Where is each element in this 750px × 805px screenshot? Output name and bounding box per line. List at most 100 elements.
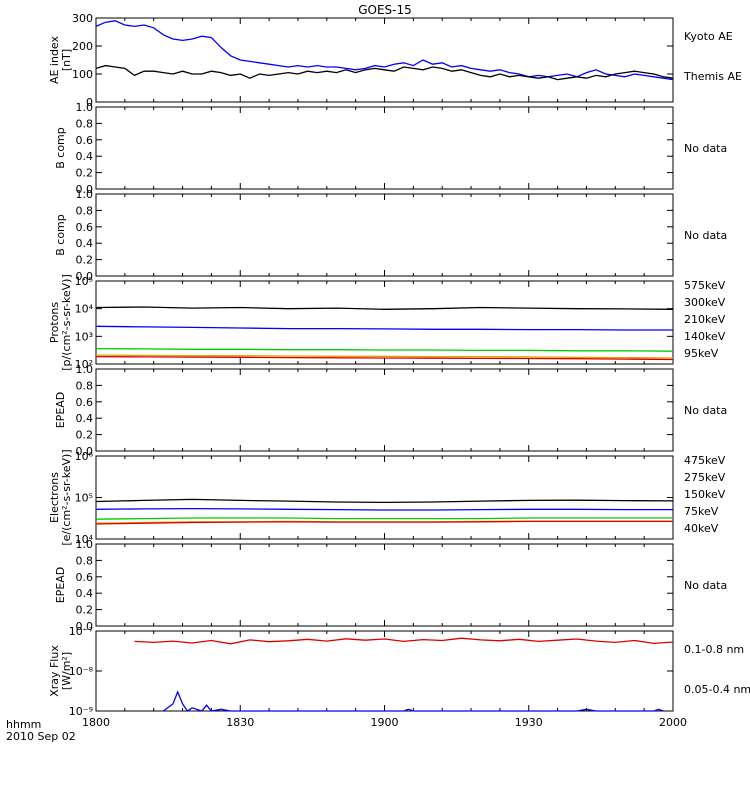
panel-frame	[95, 630, 674, 712]
y-tick-label: 1.0	[76, 538, 94, 551]
y-axis-label: EPEAD	[54, 567, 67, 604]
y-tick-label: 0	[86, 96, 93, 109]
x-tick-label: 1800	[82, 716, 110, 729]
panel-frame	[95, 193, 674, 277]
y-tick-label: 300	[72, 12, 93, 25]
y-tick-label: 0.0	[76, 183, 94, 196]
series-line-protons-3	[95, 354, 674, 359]
panel-frame	[95, 106, 674, 190]
y-tick-label: 0.6	[76, 134, 94, 147]
panel-protons: 10² 10³ 10⁴ 10⁵ Protons [p/(cm²-s-sr-keV)] 575…	[48, 274, 726, 371]
legend-entry: 275keV	[684, 471, 726, 484]
panel-frame	[95, 280, 674, 365]
y-axis-label: [p/(cm²-s-sr-keV)]	[60, 274, 73, 371]
legend-entry: 40keV	[684, 522, 719, 535]
y-tick-label: 10⁴	[75, 303, 94, 316]
y-tick-label: 10⁵	[75, 492, 93, 505]
panel-frame	[95, 455, 674, 540]
legend-entry: 300keV	[684, 296, 726, 309]
series-line-protons-0	[95, 306, 674, 310]
y-tick-label: 0.2	[76, 254, 94, 267]
y-axis-label: B comp	[54, 127, 67, 169]
y-tick-label: 0.4	[76, 412, 94, 425]
y-axis-label: AE index	[48, 35, 61, 84]
series-line-electrons-0	[95, 498, 674, 504]
x-tick-label: 1930	[515, 716, 543, 729]
y-tick-label: 0.6	[76, 221, 94, 234]
series-line-protons-4	[95, 355, 674, 361]
y-tick-label: 1.0	[76, 363, 94, 376]
y-axis-label: Electrons	[48, 472, 61, 523]
y-tick-label: 0.0	[76, 270, 94, 283]
no-data-label: No data	[684, 404, 727, 417]
time-axis: 1800 1830 1900 1930 2000	[82, 716, 687, 729]
legend-entry: 575keV	[684, 279, 726, 292]
time-axis-label-date: 2010 Sep 02	[6, 730, 76, 743]
no-data-label: No data	[684, 142, 727, 155]
series-line-xray-0	[134, 637, 674, 645]
y-tick-label: 10⁻⁸	[69, 665, 94, 678]
y-tick-label: 0.0	[76, 620, 94, 633]
legend-entry: Themis AE	[683, 70, 742, 83]
legend-entry: 0.1-0.8 nm	[684, 643, 744, 656]
panel-bcomp1: 0.0 0.2 0.4 0.6 0.8 1.0 B comp No data	[54, 101, 727, 196]
y-axis-label: Protons	[48, 302, 61, 343]
y-tick-label: 10⁴	[75, 533, 94, 546]
y-tick-label: 0.4	[76, 237, 94, 250]
series-line-electrons-2	[95, 517, 673, 520]
series-line-protons-1	[95, 325, 673, 331]
legend-entry: 140keV	[684, 330, 726, 343]
y-tick-label: 0.6	[76, 571, 94, 584]
series-line-electrons-1	[95, 507, 673, 511]
y-tick-label: 10⁻⁷	[69, 625, 93, 638]
y-axis-label: [e/(cm²-s-sr-keV)]	[60, 449, 73, 545]
series-line-protons-2	[95, 347, 674, 352]
y-tick-label: 0.8	[76, 204, 94, 217]
y-tick-label: 0.2	[76, 167, 94, 180]
y-tick-label: 0.6	[76, 396, 94, 409]
y-tick-label: 0.4	[76, 150, 94, 163]
y-axis-label: Xray Flux	[48, 645, 61, 697]
y-tick-label: 10⁻⁹	[69, 705, 93, 718]
y-axis-label: [W/m²]	[60, 652, 73, 690]
panel-ae: 0 100 200 300 AE index [nT] Kyoto AE Themis AE	[48, 12, 742, 109]
series-line-electrons-4	[95, 520, 673, 525]
legend-entry: 150keV	[684, 488, 726, 501]
panel-frame	[95, 17, 674, 103]
y-tick-label: 0.2	[76, 429, 94, 442]
y-tick-label: 10³	[75, 330, 93, 343]
y-tick-label: 0.8	[76, 379, 94, 392]
time-axis-label-hhmm: hhmm	[6, 718, 41, 731]
legend-entry: 210keV	[684, 313, 726, 326]
y-tick-label: 0.8	[76, 117, 94, 130]
legend-entry: 0.05-0.4 nm	[684, 683, 750, 696]
y-tick-label: 10⁵	[75, 275, 93, 288]
x-tick-label: 1900	[371, 716, 399, 729]
series-line-xray-1	[162, 690, 664, 712]
y-tick-label: 0.0	[76, 445, 94, 458]
x-tick-label: 2000	[659, 716, 687, 729]
panel-xray: 10⁻⁹ 10⁻⁸ 10⁻⁷ Xray Flux [W/m²] 0.1-0.8 nm 0.0…	[48, 625, 750, 718]
y-tick-label: 1.0	[76, 188, 94, 201]
panel-bcomp2: 0.0 0.2 0.4 0.6 0.8 1.0 B comp No data	[54, 188, 727, 283]
y-tick-label: 0.8	[76, 554, 94, 567]
y-tick-label: 10²	[75, 358, 93, 371]
legend-entry: 95keV	[684, 347, 719, 360]
y-tick-label: 0.4	[76, 587, 94, 600]
y-axis-label: EPEAD	[54, 392, 67, 429]
plot-title: GOES-15	[358, 3, 412, 17]
y-tick-label: 200	[72, 40, 93, 53]
y-axis-label: B comp	[54, 214, 67, 256]
panel-electrons: 10⁴ 10⁵ 10⁶ Electrons [e/(cm²-s-sr-keV)] 475k…	[48, 449, 726, 546]
legend-entry: Kyoto AE	[684, 30, 733, 43]
no-data-label: No data	[684, 229, 727, 242]
panel-frame	[95, 543, 674, 627]
legend-entry: 75keV	[684, 505, 719, 518]
y-axis-label: [nT]	[60, 49, 73, 71]
x-tick-label: 1830	[226, 716, 254, 729]
no-data-label: No data	[684, 579, 727, 592]
legend-entry: 475keV	[684, 454, 726, 467]
